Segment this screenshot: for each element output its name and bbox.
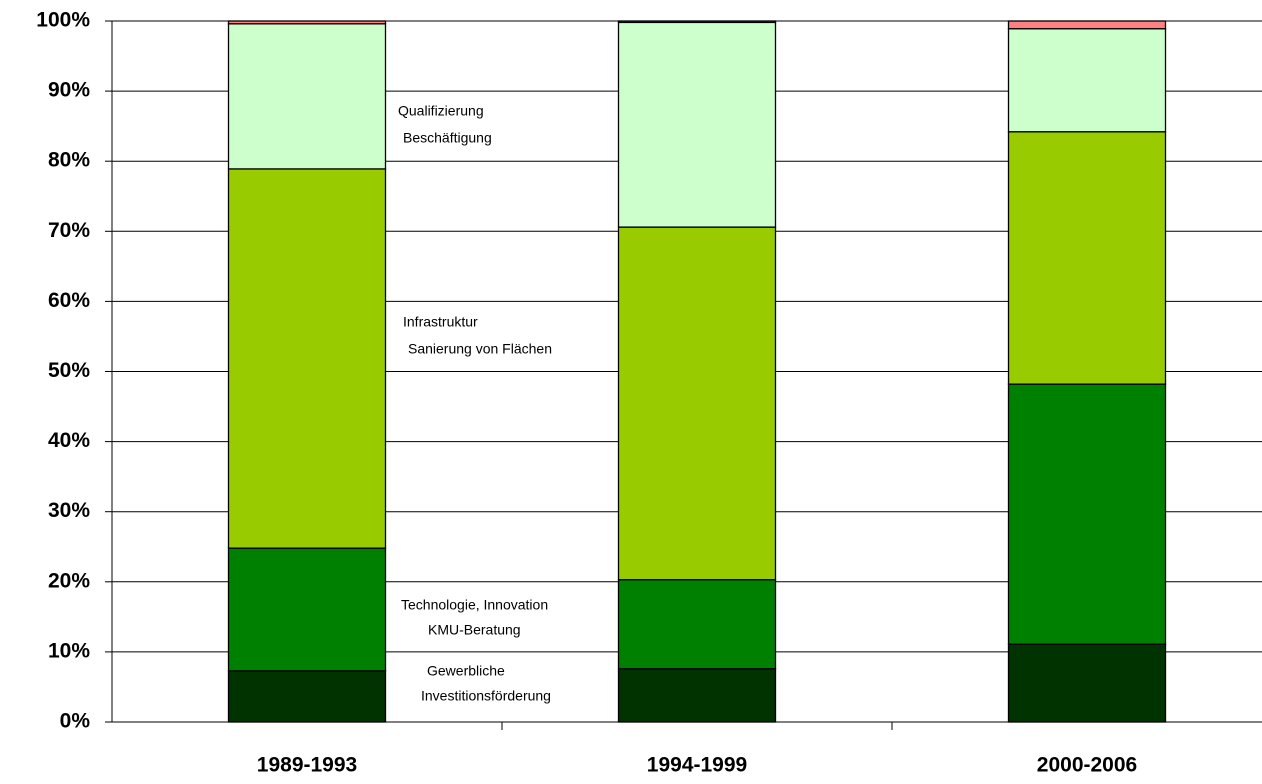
bar-segment xyxy=(227,23,387,170)
y-tick-label: 60% xyxy=(48,289,90,312)
series-label: Technologie, Innovation xyxy=(401,597,548,613)
y-tick-label: 80% xyxy=(48,149,90,172)
bar-segment xyxy=(617,579,777,670)
bar-segment xyxy=(227,547,387,672)
bar-segment xyxy=(1007,28,1167,133)
y-tick-label: 30% xyxy=(48,499,90,522)
y-tick-label: 0% xyxy=(60,710,91,733)
series-label: Qualifizierung xyxy=(398,103,484,119)
y-tick-label: 90% xyxy=(48,79,90,102)
bar-segment xyxy=(1007,20,1167,30)
bar-segment xyxy=(227,168,387,549)
y-tick-label: 50% xyxy=(48,359,90,382)
y-tick-label: 20% xyxy=(48,569,90,592)
y-tick-label: 100% xyxy=(36,9,90,32)
bar-segment xyxy=(1007,131,1167,385)
bar-segment xyxy=(227,670,387,723)
series-label: Infrastruktur xyxy=(403,314,478,330)
bar-segment xyxy=(617,226,777,581)
x-tick-label: 1994-1999 xyxy=(647,754,747,777)
series-label: Investitionsförderung xyxy=(421,688,551,704)
bar-segment xyxy=(617,668,777,723)
bar-segment xyxy=(227,20,387,25)
x-tick-label: 2000-2006 xyxy=(1037,754,1137,777)
y-tick-label: 70% xyxy=(48,219,90,242)
y-tick-label: 40% xyxy=(48,429,90,452)
series-label: Sanierung von Flächen xyxy=(408,341,552,357)
bar-segment xyxy=(1007,643,1167,723)
bar-segment xyxy=(1007,383,1167,645)
y-tick-label: 10% xyxy=(48,639,90,662)
series-label: KMU-Beratung xyxy=(428,622,521,638)
bar-segment xyxy=(617,20,777,24)
x-tick-label: 1989-1993 xyxy=(257,754,357,777)
series-label: Gewerbliche xyxy=(427,663,505,679)
bar-segment xyxy=(617,21,777,228)
series-label: Beschäftigung xyxy=(403,130,492,146)
